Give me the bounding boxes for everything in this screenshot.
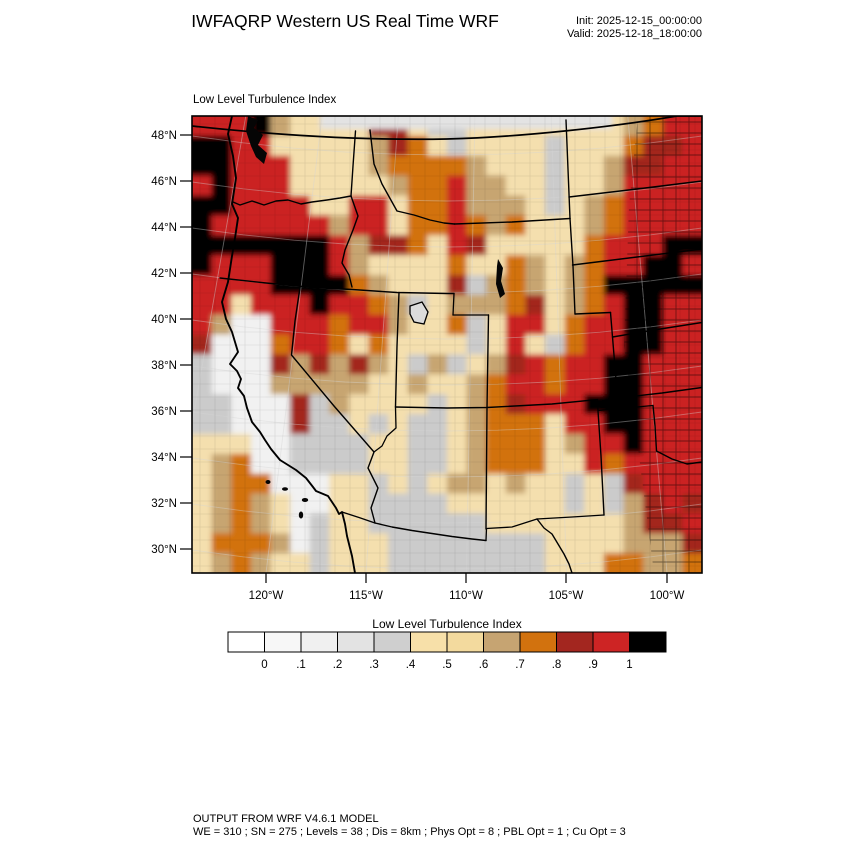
svg-text:32°N: 32°N (151, 498, 177, 510)
svg-text:WE = 310 ; SN = 275 ; Levels =: WE = 310 ; SN = 275 ; Levels = 38 ; Dis … (193, 826, 626, 838)
svg-text:36°N: 36°N (151, 406, 177, 418)
svg-text:38°N: 38°N (151, 360, 177, 372)
svg-text:.4: .4 (406, 659, 416, 671)
svg-text:105°W: 105°W (549, 590, 584, 602)
svg-text:Low Level Turbulence Index: Low Level Turbulence Index (372, 617, 521, 631)
svg-text:40°N: 40°N (151, 314, 177, 326)
svg-text:44°N: 44°N (151, 222, 177, 234)
svg-text:.2: .2 (333, 659, 343, 671)
svg-text:.7: .7 (515, 659, 525, 671)
svg-text:.8: .8 (552, 659, 562, 671)
svg-text:.1: .1 (296, 659, 306, 671)
svg-text:OUTPUT FROM WRF V4.6.1 MODEL: OUTPUT FROM WRF V4.6.1 MODEL (193, 813, 379, 825)
svg-text:Valid: 2025-12-18_18:00:00: Valid: 2025-12-18_18:00:00 (567, 28, 702, 40)
svg-text:1: 1 (626, 659, 632, 671)
svg-text:Low Level Turbulence Index: Low Level Turbulence Index (193, 94, 336, 106)
svg-text:Init: 2025-12-15_00:00:00: Init: 2025-12-15_00:00:00 (576, 15, 702, 27)
svg-text:30°N: 30°N (151, 544, 177, 556)
svg-text:46°N: 46°N (151, 176, 177, 188)
svg-text:.9: .9 (588, 659, 598, 671)
svg-text:.6: .6 (479, 659, 489, 671)
svg-text:34°N: 34°N (151, 452, 177, 464)
svg-text:42°N: 42°N (151, 268, 177, 280)
svg-text:.3: .3 (369, 659, 379, 671)
svg-text:.5: .5 (442, 659, 452, 671)
svg-text:120°W: 120°W (249, 590, 284, 602)
svg-text:110°W: 110°W (449, 590, 483, 602)
svg-text:IWFAQRP Western US Real Time W: IWFAQRP Western US Real Time WRF (191, 11, 499, 31)
svg-text:100°W: 100°W (650, 590, 685, 602)
svg-text:48°N: 48°N (151, 130, 177, 142)
svg-text:115°W: 115°W (349, 590, 383, 602)
svg-text:0: 0 (261, 659, 267, 671)
